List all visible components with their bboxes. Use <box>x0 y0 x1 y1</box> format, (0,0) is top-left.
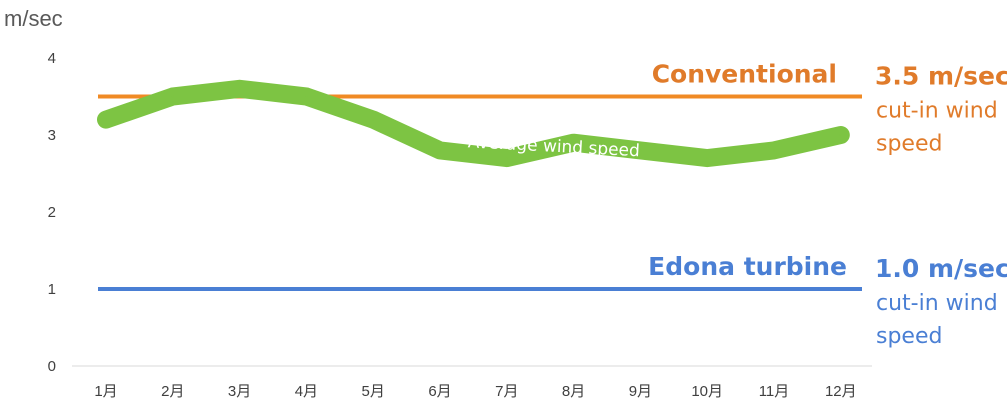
x-tick-label: 9月 <box>629 383 652 400</box>
y-tick-label: 1 <box>48 281 56 298</box>
wind-speed-point <box>639 149 642 152</box>
edona-desc-line1: cut-in wind <box>876 291 998 316</box>
edona-label: Edona turbine <box>648 252 847 281</box>
edona-desc-line2: speed <box>876 324 942 349</box>
x-tick-label: 11月 <box>759 383 790 400</box>
conventional-label: Conventional <box>652 60 837 89</box>
wind-speed-point <box>105 118 107 121</box>
wind-speed-point <box>238 87 241 90</box>
x-axis-ticks: 1月 2月 3月 4月 5月 6月 7月 8月 9月 10月 11月 12月 <box>94 383 856 400</box>
wind-speed-point <box>171 95 174 98</box>
x-tick-label: 10月 <box>691 383 723 400</box>
conventional-value-label: 3.5 m/sec <box>875 62 1007 91</box>
wind-speed-point <box>706 157 709 160</box>
conventional-desc-line1: cut-in wind <box>876 99 998 124</box>
x-tick-label: 12月 <box>825 383 857 400</box>
x-tick-label: 8月 <box>562 383 585 400</box>
x-tick-label: 7月 <box>495 383 518 400</box>
x-tick-label: 5月 <box>362 383 385 400</box>
series-group: Average wind speed <box>97 79 850 168</box>
x-tick-label: 4月 <box>295 383 318 400</box>
x-tick-label: 1月 <box>94 383 117 400</box>
y-tick-label: 0 <box>48 358 56 375</box>
wind-speed-point <box>505 157 508 160</box>
x-tick-label: 6月 <box>428 383 451 400</box>
average-wind-speed-line <box>97 79 850 168</box>
wind-speed-point <box>839 134 842 136</box>
wind-speed-point <box>305 95 308 98</box>
edona-value-label: 1.0 m/sec <box>875 254 1007 283</box>
y-tick-label: 4 <box>48 50 56 67</box>
y-tick-label: 3 <box>48 127 56 144</box>
y-tick-label: 2 <box>48 204 56 221</box>
wind-speed-point <box>439 149 441 152</box>
x-tick-label: 3月 <box>228 383 251 400</box>
y-axis-unit-label: m/sec <box>4 6 63 31</box>
annotations: Conventional 3.5 m/sec cut-in wind speed Edo… <box>648 60 1007 350</box>
x-tick-label: 2月 <box>161 383 184 400</box>
wind-speed-point <box>773 149 775 152</box>
wind-speed-point <box>372 118 375 121</box>
y-axis-ticks: 0 1 2 3 4 <box>48 50 56 375</box>
wind-speed-point <box>572 141 575 144</box>
conventional-desc-line2: speed <box>876 132 942 157</box>
